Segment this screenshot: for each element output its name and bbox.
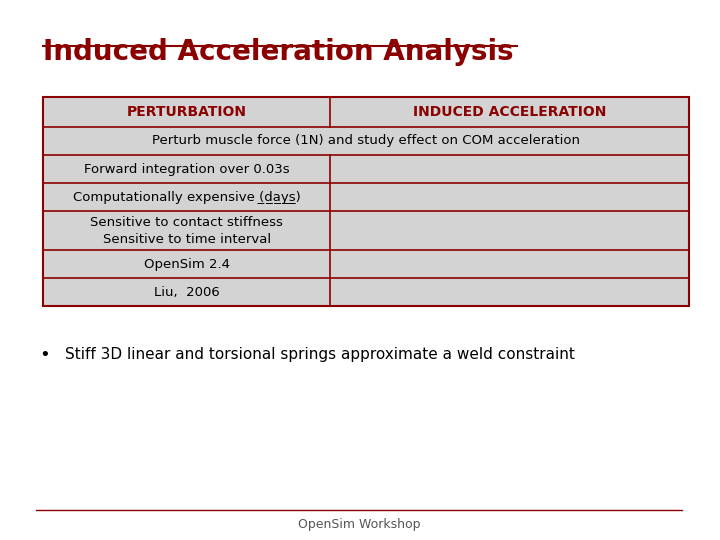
Text: Computationally expensive (̲d̲a̲y̲s̲): Computationally expensive (̲d̲a̲y̲s̲) — [73, 191, 300, 204]
Text: OpenSim Workshop: OpenSim Workshop — [297, 518, 420, 531]
Text: Forward integration over 0.03s: Forward integration over 0.03s — [84, 163, 289, 176]
Text: PERTURBATION: PERTURBATION — [127, 105, 247, 119]
Text: •: • — [40, 346, 50, 364]
Text: Stiff 3D linear and torsional springs approximate a weld constraint: Stiff 3D linear and torsional springs ap… — [65, 347, 575, 362]
Text: Perturb muscle force (1N) and study effect on COM acceleration: Perturb muscle force (1N) and study effe… — [152, 134, 580, 147]
Text: Liu,  2006: Liu, 2006 — [154, 286, 220, 299]
Text: Sensitive to contact stiffness
Sensitive to time interval: Sensitive to contact stiffness Sensitive… — [90, 215, 283, 246]
FancyBboxPatch shape — [43, 97, 689, 306]
Text: OpenSim 2.4: OpenSim 2.4 — [144, 258, 230, 271]
Text: INDUCED ACCELERATION: INDUCED ACCELERATION — [413, 105, 606, 119]
Text: Induced Acceleration Analysis: Induced Acceleration Analysis — [43, 38, 513, 66]
